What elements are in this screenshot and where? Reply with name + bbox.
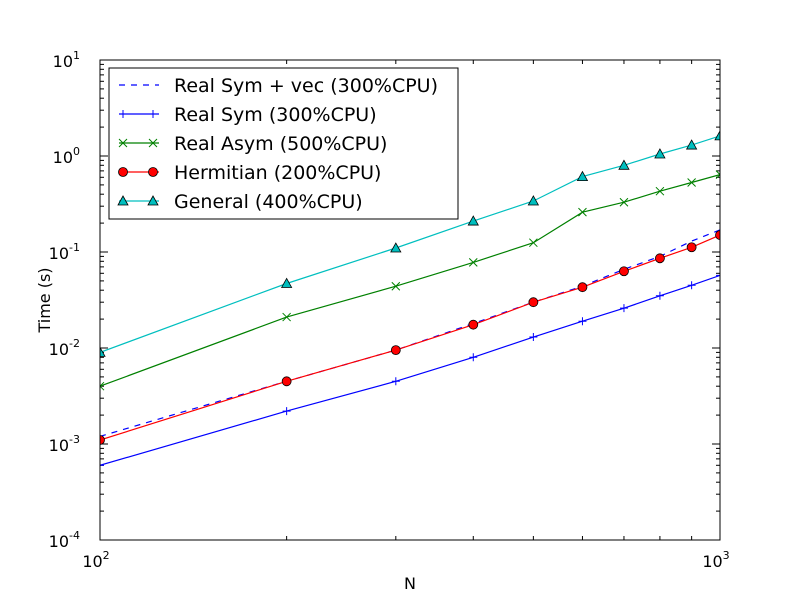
legend-box (108, 67, 459, 220)
legend-entry: Real Sym + vec (300%CPU) (119, 75, 438, 97)
x-axis-label: N (404, 574, 416, 593)
data-point (654, 148, 666, 159)
data-point (391, 377, 400, 386)
data-point (619, 266, 629, 277)
x-tick-label: 102 (82, 549, 109, 571)
data-point (100, 461, 104, 470)
legend-label: Real Asym (500%CPU) (174, 133, 387, 155)
data-point (716, 271, 720, 280)
data-point (281, 376, 292, 387)
legend-marker (118, 167, 128, 177)
legend-label: Hermitian (200%CPU) (174, 162, 381, 184)
data-point (468, 319, 479, 330)
y-tick-label: 101 (53, 49, 80, 71)
series-line (100, 274, 720, 466)
y-tick-label: 10-3 (49, 433, 80, 455)
legend-entry: Real Sym (300%CPU) (119, 104, 377, 126)
data-point (390, 242, 402, 253)
legend-label: Real Sym + vec (300%CPU) (174, 75, 438, 97)
data-point (619, 304, 628, 313)
data-point (576, 170, 589, 182)
data-point (577, 282, 588, 293)
data-point (618, 159, 630, 170)
legend-entry: Real Asym (500%CPU) (118, 133, 387, 155)
plot-frame (99, 59, 721, 541)
data-point (529, 333, 538, 342)
data-point (391, 281, 401, 291)
data-point (100, 346, 106, 357)
data-point (686, 242, 697, 253)
legend: Real Sym + vec (300%CPU) Real Sym (300%CP… (108, 67, 459, 220)
legend-marker (149, 110, 157, 118)
series-line (100, 135, 720, 353)
data-point (714, 130, 720, 141)
legend-marker (119, 110, 127, 118)
y-tick-label: 10-1 (49, 241, 80, 263)
y-tick-label: 10-4 (49, 529, 80, 551)
legend-label: General (400%CPU) (174, 191, 363, 213)
data-point (685, 139, 698, 150)
data-point (715, 230, 720, 240)
data-point (468, 258, 478, 267)
legend-entry: General (400%CPU) (117, 191, 363, 213)
data-point (578, 207, 587, 217)
y-tick-label: 100 (53, 145, 80, 167)
series-3 (100, 230, 720, 445)
series-line (100, 234, 720, 441)
data-point (469, 353, 478, 362)
legend-marker (118, 138, 128, 148)
legend-entry: Hermitian (200%CPU) (118, 162, 381, 184)
legend-marker (117, 195, 129, 206)
data-point (619, 197, 629, 207)
data-point (282, 407, 291, 416)
data-point (280, 277, 293, 288)
data-point (528, 297, 539, 308)
data-point (100, 381, 105, 391)
data-point (282, 312, 291, 322)
legend-marker (148, 167, 158, 177)
data-point (687, 178, 696, 187)
legend-label: Real Sym (300%CPU) (174, 104, 377, 126)
series-line (100, 174, 720, 387)
series-1 (100, 271, 720, 470)
data-point (687, 281, 696, 290)
data-point (655, 186, 665, 196)
data-point (100, 435, 105, 445)
y-tick-label: 10-2 (49, 337, 80, 359)
series-4 (100, 130, 720, 357)
data-point (578, 317, 587, 326)
data-point (527, 195, 540, 206)
y-axis-label: Time (s) (35, 267, 54, 333)
data-point (655, 291, 664, 300)
series-2 (100, 170, 720, 391)
data-point (529, 238, 538, 248)
data-point (467, 215, 479, 226)
data-point (390, 345, 401, 356)
legend-marker (147, 195, 159, 206)
legend-marker (148, 138, 158, 148)
data-point (715, 170, 720, 179)
data-point (655, 253, 665, 264)
x-tick-label: 103 (702, 549, 729, 571)
